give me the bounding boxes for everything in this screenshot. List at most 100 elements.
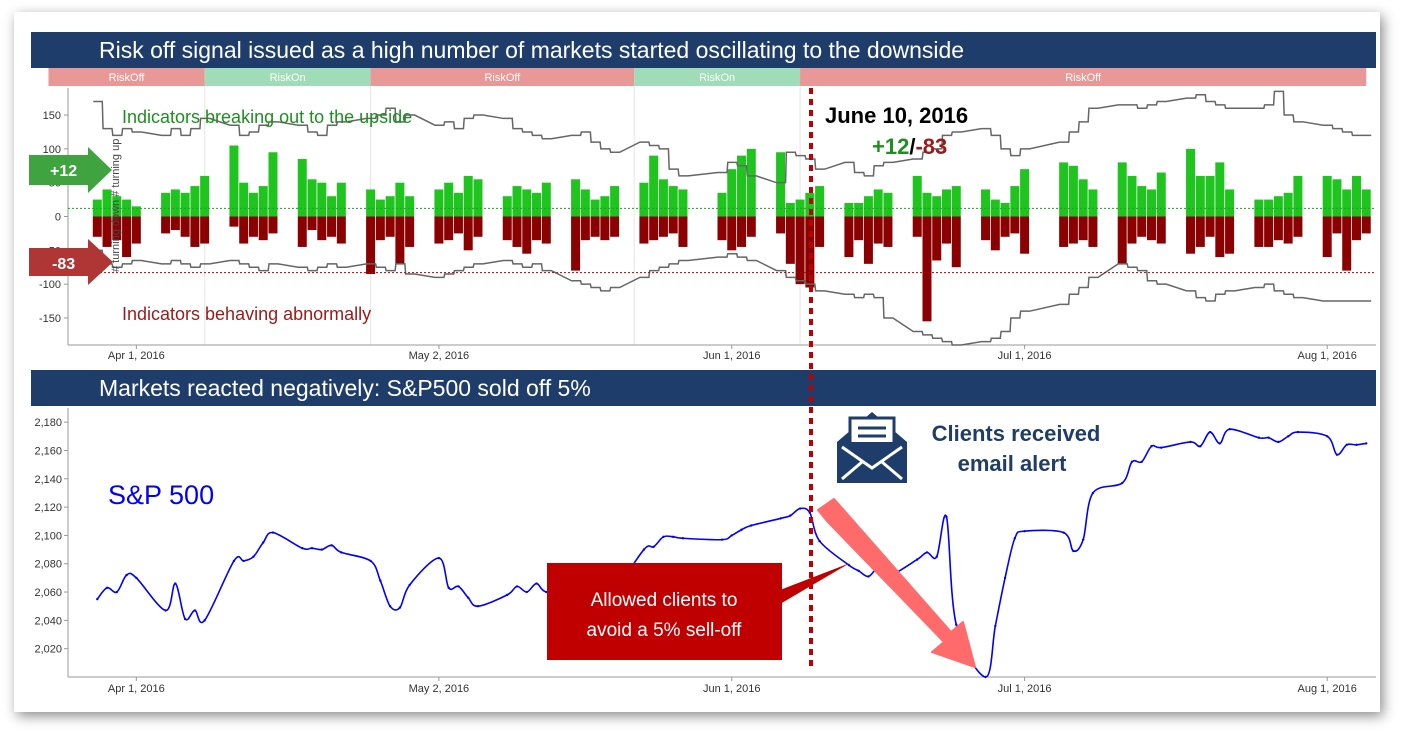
down-bar: [405, 216, 415, 247]
abnormal-annotation: Indicators behaving abnormally: [122, 304, 371, 324]
sp500-point: [408, 583, 411, 587]
up-bar: [678, 189, 688, 217]
up-bar: [268, 152, 278, 217]
sp500-point: [1199, 445, 1202, 448]
down-bar: [805, 216, 815, 288]
top-x-tick-label: Jul 1, 2016: [998, 350, 1052, 362]
up-bar: [942, 189, 952, 217]
down-bar: [190, 216, 200, 247]
sp500-point: [1081, 538, 1085, 541]
down-bar: [366, 216, 376, 274]
up-bar: [336, 182, 346, 217]
regime-label: RiskOff: [484, 72, 521, 84]
up-bar: [990, 199, 1000, 217]
sp500-point: [1218, 442, 1222, 445]
up-count-arrow-label: +12: [50, 163, 77, 180]
up-bar: [1351, 175, 1361, 217]
sp500-point: [671, 535, 675, 539]
sp500-point: [642, 548, 646, 551]
up-bar: [805, 192, 815, 217]
up-bar: [1059, 162, 1069, 217]
bottom-y-tick-label: 2,020: [34, 644, 62, 656]
up-bar: [1137, 186, 1147, 217]
up-bar: [580, 189, 590, 217]
sp500-point: [183, 617, 187, 621]
bottom-y-tick-label: 2,040: [34, 615, 62, 627]
sp500-point: [447, 586, 450, 590]
down-bar: [248, 216, 258, 237]
sp500-point: [1189, 440, 1192, 444]
sp500-point: [857, 569, 860, 573]
up-bar: [785, 202, 795, 217]
down-bar: [229, 216, 239, 227]
down-bar: [668, 216, 678, 234]
bottom-y-tick-label: 2,160: [34, 445, 62, 457]
regime-segment: [204, 68, 371, 86]
sp500-point: [1345, 443, 1348, 447]
up-bar: [737, 155, 747, 217]
sp500-point: [1286, 435, 1290, 438]
sp500-point: [730, 534, 733, 537]
regime-segment: [800, 68, 1367, 86]
bottom-x-tick-label: May 2, 2016: [409, 683, 470, 695]
down-bar: [336, 216, 346, 244]
up-bar: [1068, 165, 1078, 217]
up-bar: [1186, 148, 1196, 217]
up-bar: [463, 175, 473, 217]
up-bar: [170, 189, 180, 217]
up-bar: [512, 186, 522, 217]
down-bar: [649, 216, 659, 241]
down-bar: [815, 216, 825, 247]
regime-segment: [370, 68, 635, 86]
down-bar: [912, 216, 922, 237]
sp500-point: [476, 605, 480, 608]
down-bar: [1127, 216, 1137, 244]
top-panel-title: Risk off signal issued as a high number …: [31, 32, 1376, 68]
up-bar: [1000, 202, 1010, 217]
sp500-point: [1257, 436, 1261, 439]
down-bar: [502, 216, 512, 241]
sp500-point: [1228, 428, 1231, 431]
down-bar: [395, 216, 405, 264]
sp500-point: [720, 538, 724, 541]
sp500-point: [1296, 430, 1300, 434]
sp500-point: [1130, 460, 1134, 463]
up-bar: [317, 182, 327, 217]
bottom-x-tick-label: Jul 1, 2016: [998, 683, 1052, 695]
sp500-point: [193, 609, 197, 612]
up-bar: [248, 192, 258, 217]
up-bar: [434, 189, 444, 217]
up-bar: [863, 196, 873, 217]
up-bar: [102, 189, 112, 217]
sp500-point: [1062, 531, 1065, 534]
down-bar: [1020, 216, 1030, 254]
sp500-point: [779, 517, 782, 520]
sp500-point: [330, 544, 333, 547]
sp500-point: [662, 535, 665, 539]
up-bar: [590, 199, 600, 217]
sp500-point: [252, 555, 255, 558]
sp500-point: [232, 559, 236, 563]
sp500-point: [1208, 430, 1212, 434]
up-bar: [122, 199, 132, 217]
up-bar: [190, 186, 200, 217]
sp500-point: [1355, 443, 1358, 447]
down-count-arrow: -83: [29, 239, 113, 285]
down-bar: [1078, 216, 1088, 241]
down-bar: [1010, 216, 1020, 234]
down-bar: [746, 216, 756, 237]
down-bar: [92, 216, 102, 237]
down-bar: [1254, 216, 1264, 247]
down-bar: [580, 216, 590, 241]
down-bar: [1117, 216, 1127, 264]
series-name: S&P 500: [108, 480, 214, 510]
down-bar: [776, 216, 786, 234]
sp500-point: [652, 545, 655, 548]
up-bar: [600, 196, 610, 217]
selloff-arrow: [817, 498, 976, 668]
signal-date: June 10, 2016: [825, 103, 968, 128]
sp500-point: [1003, 576, 1007, 580]
up-bar: [258, 186, 268, 217]
sp500-point: [818, 539, 821, 543]
